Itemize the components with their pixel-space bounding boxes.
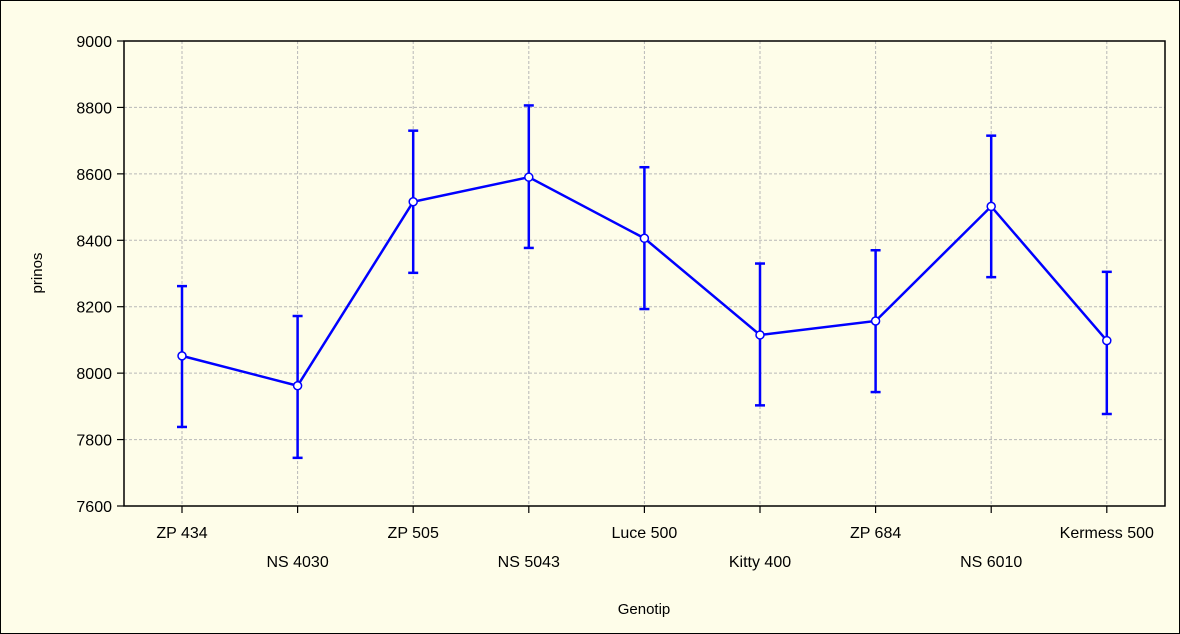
x-tick-label: Kitty 400 xyxy=(729,554,791,571)
x-tick-label: ZP 505 xyxy=(388,525,439,542)
series-group xyxy=(177,104,1112,460)
x-tick-label: ZP 684 xyxy=(850,525,901,542)
data-point xyxy=(292,381,303,391)
x-axis-label: Genotip xyxy=(618,601,671,618)
data-point xyxy=(524,172,534,182)
x-tick-label: NS 4030 xyxy=(266,554,328,571)
y-tick-label: 7800 xyxy=(76,433,112,450)
data-point xyxy=(1102,335,1112,346)
data-point xyxy=(639,233,650,244)
x-axis: ZP 434 NS 4030 ZP 505 NS 5043 Luce 500 Kitty … xyxy=(156,506,1154,571)
x-tick-label: ZP 434 xyxy=(156,525,207,542)
data-point xyxy=(177,351,187,361)
data-point xyxy=(986,201,996,212)
y-axis: 7600 7800 8000 8200 8400 8600 8800 9000 xyxy=(76,34,124,516)
y-tick-label: 8000 xyxy=(76,366,112,383)
x-tick-label: Kermess 500 xyxy=(1060,525,1154,542)
y-tick-label: 8200 xyxy=(76,300,112,317)
x-tick-label: NS 5043 xyxy=(498,554,560,571)
y-tick-label: 8800 xyxy=(76,100,112,117)
y-axis-label: prinos xyxy=(29,253,46,294)
data-point xyxy=(408,197,418,207)
y-tick-label: 9000 xyxy=(76,34,112,51)
x-tick-label: Luce 500 xyxy=(611,525,677,542)
data-point xyxy=(870,316,881,326)
y-tick-label: 8400 xyxy=(76,233,112,250)
data-point xyxy=(755,330,765,340)
x-tick-label: NS 6010 xyxy=(960,554,1022,571)
y-tick-label: 7600 xyxy=(76,499,112,516)
y-tick-label: 8600 xyxy=(76,167,112,184)
